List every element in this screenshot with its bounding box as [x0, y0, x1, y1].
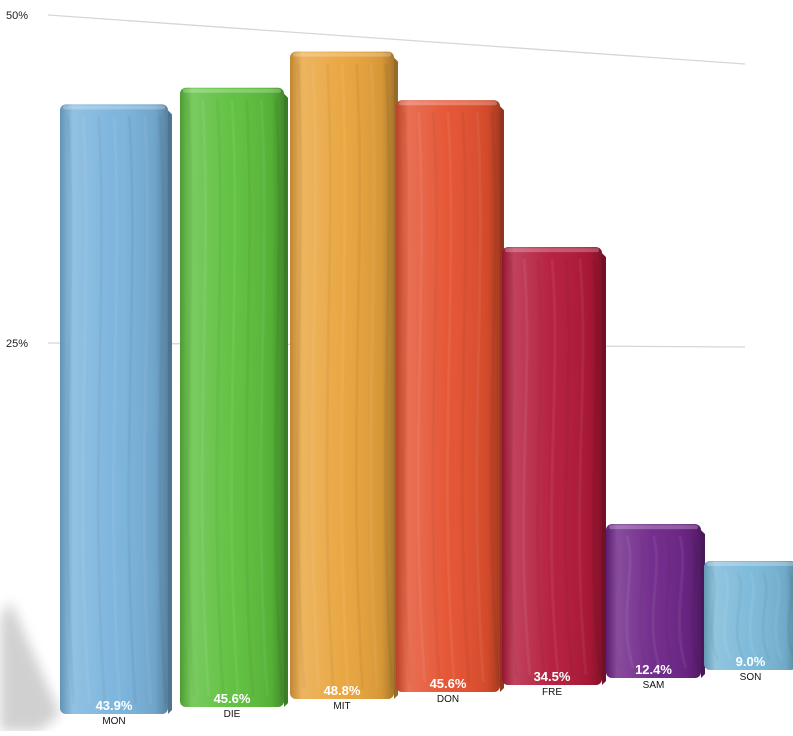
bars-layer	[60, 51, 793, 715]
bar-die	[180, 87, 288, 708]
category-label: MIT	[333, 701, 350, 712]
bar-shading	[606, 524, 701, 678]
bar-top-highlight	[609, 525, 698, 530]
category-label: DON	[437, 694, 459, 705]
category-label: FRE	[542, 687, 562, 698]
bar-top-highlight	[63, 105, 165, 110]
value-label: 9.0%	[736, 654, 766, 669]
bar-shading	[290, 51, 394, 699]
bar-son	[704, 560, 793, 670]
bar-fre	[502, 247, 606, 685]
bar-top-highlight	[399, 101, 497, 106]
bar-shading	[704, 560, 793, 670]
bar-shading	[180, 87, 284, 707]
value-label: 43.9%	[96, 698, 133, 713]
bar-top-highlight	[505, 248, 599, 253]
bar-side	[602, 253, 606, 685]
value-label: 45.6%	[430, 676, 467, 691]
value-label: 45.6%	[214, 691, 251, 706]
bar-side	[168, 110, 172, 715]
bar-mon	[60, 104, 172, 715]
category-label: SON	[740, 672, 762, 683]
bar-top-highlight	[707, 561, 793, 566]
bar-sam	[606, 524, 705, 678]
bar-mit	[290, 51, 398, 699]
shadow-layer	[0, 600, 60, 731]
floor-shadow	[0, 600, 60, 731]
category-label: MON	[102, 716, 125, 727]
value-label: 34.5%	[534, 669, 571, 684]
value-label: 48.8%	[324, 683, 361, 698]
y-tick-label: 50%	[6, 10, 28, 22]
bar-shading	[396, 100, 500, 692]
labels-layer: 43.9% MON 45.6% DIE 48.8% MIT 45.6% DON 34.5% FRE…	[96, 654, 766, 727]
bar-don	[396, 100, 504, 692]
bar-side	[284, 93, 288, 708]
bar-shading	[60, 104, 168, 715]
bar-shading	[502, 247, 602, 685]
y-tick-label: 25%	[6, 338, 28, 350]
category-label: SAM	[643, 680, 665, 691]
bar-top-highlight	[183, 88, 281, 93]
bar-top-highlight	[293, 52, 391, 57]
category-label: DIE	[224, 709, 241, 720]
value-label: 12.4%	[635, 662, 672, 677]
gridline	[47, 14, 746, 65]
